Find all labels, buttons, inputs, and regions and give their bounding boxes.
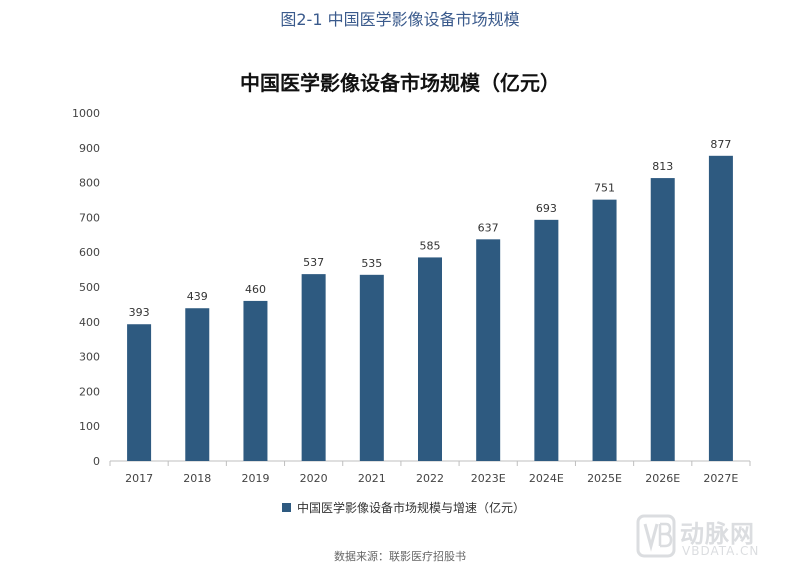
watermark-subtext: VBDATA.CN bbox=[682, 544, 760, 558]
bar bbox=[301, 274, 326, 461]
bars: 393 439 460 537 535 585 637 693 751 813 877 bbox=[127, 138, 733, 462]
x-tick-label: 2027E bbox=[703, 472, 738, 485]
watermark: 动脉网 VBDATA.CN bbox=[636, 512, 796, 564]
data-label: 393 bbox=[129, 306, 150, 319]
source-note: 数据来源：联影医疗招股书 bbox=[334, 550, 466, 563]
y-axis: 0 100 200 300 400 500 600 700 800 900 1000 bbox=[72, 107, 100, 468]
bar bbox=[359, 274, 384, 461]
x-tick-label: 2025E bbox=[587, 472, 622, 485]
data-label: 537 bbox=[303, 256, 324, 269]
bar bbox=[476, 239, 501, 461]
y-tick-label: 300 bbox=[79, 351, 100, 364]
bar bbox=[127, 324, 152, 461]
legend-swatch bbox=[282, 503, 291, 512]
figure-caption: 图2-1 中国医学影像设备市场规模 bbox=[280, 10, 520, 29]
x-tick-label: 2024E bbox=[529, 472, 564, 485]
y-tick-label: 800 bbox=[79, 177, 100, 190]
y-tick-label: 0 bbox=[93, 455, 100, 468]
x-tick-label: 2023E bbox=[471, 472, 506, 485]
data-label: 877 bbox=[710, 138, 731, 151]
bar bbox=[650, 178, 675, 462]
watermark-text: 动脉网 bbox=[680, 520, 755, 548]
data-label: 813 bbox=[652, 160, 673, 173]
y-tick-label: 600 bbox=[79, 246, 100, 259]
x-tick-label: 2019 bbox=[241, 472, 269, 485]
bar bbox=[592, 199, 617, 462]
chart-title: 中国医学影像设备市场规模（亿元） bbox=[240, 71, 560, 95]
data-label: 693 bbox=[536, 202, 557, 215]
data-label: 637 bbox=[478, 221, 499, 234]
y-tick-label: 400 bbox=[79, 316, 100, 329]
data-label: 439 bbox=[187, 290, 208, 303]
data-label: 535 bbox=[361, 257, 382, 270]
y-tick-label: 100 bbox=[79, 420, 100, 433]
y-tick-label: 500 bbox=[79, 281, 100, 294]
bar bbox=[243, 300, 268, 461]
x-tick-label: 2020 bbox=[300, 472, 328, 485]
y-tick-label: 200 bbox=[79, 385, 100, 398]
y-tick-label: 1000 bbox=[72, 107, 100, 120]
legend-label: 中国医学影像设备市场规模与增速（亿元） bbox=[297, 500, 525, 515]
x-tick-label: 2021 bbox=[358, 472, 386, 485]
data-label: 460 bbox=[245, 283, 266, 296]
x-tick-label: 2022 bbox=[416, 472, 444, 485]
bar bbox=[708, 155, 733, 461]
vb-logo-icon bbox=[636, 514, 676, 558]
bar bbox=[418, 257, 442, 461]
data-label: 751 bbox=[594, 182, 615, 195]
y-tick-label: 900 bbox=[79, 142, 100, 155]
bar bbox=[185, 308, 210, 461]
legend: 中国医学影像设备市场规模与增速（亿元） bbox=[282, 500, 525, 515]
x-tick-label: 2026E bbox=[645, 472, 680, 485]
data-label: 585 bbox=[420, 239, 441, 252]
bar bbox=[534, 219, 559, 461]
x-tick-label: 2018 bbox=[183, 472, 211, 485]
y-tick-label: 700 bbox=[79, 211, 100, 224]
x-tick-label: 2017 bbox=[125, 472, 153, 485]
x-axis: 2017 2018 2019 2020 2021 2022 2023E 2024E 2025E 2… bbox=[109, 460, 751, 485]
